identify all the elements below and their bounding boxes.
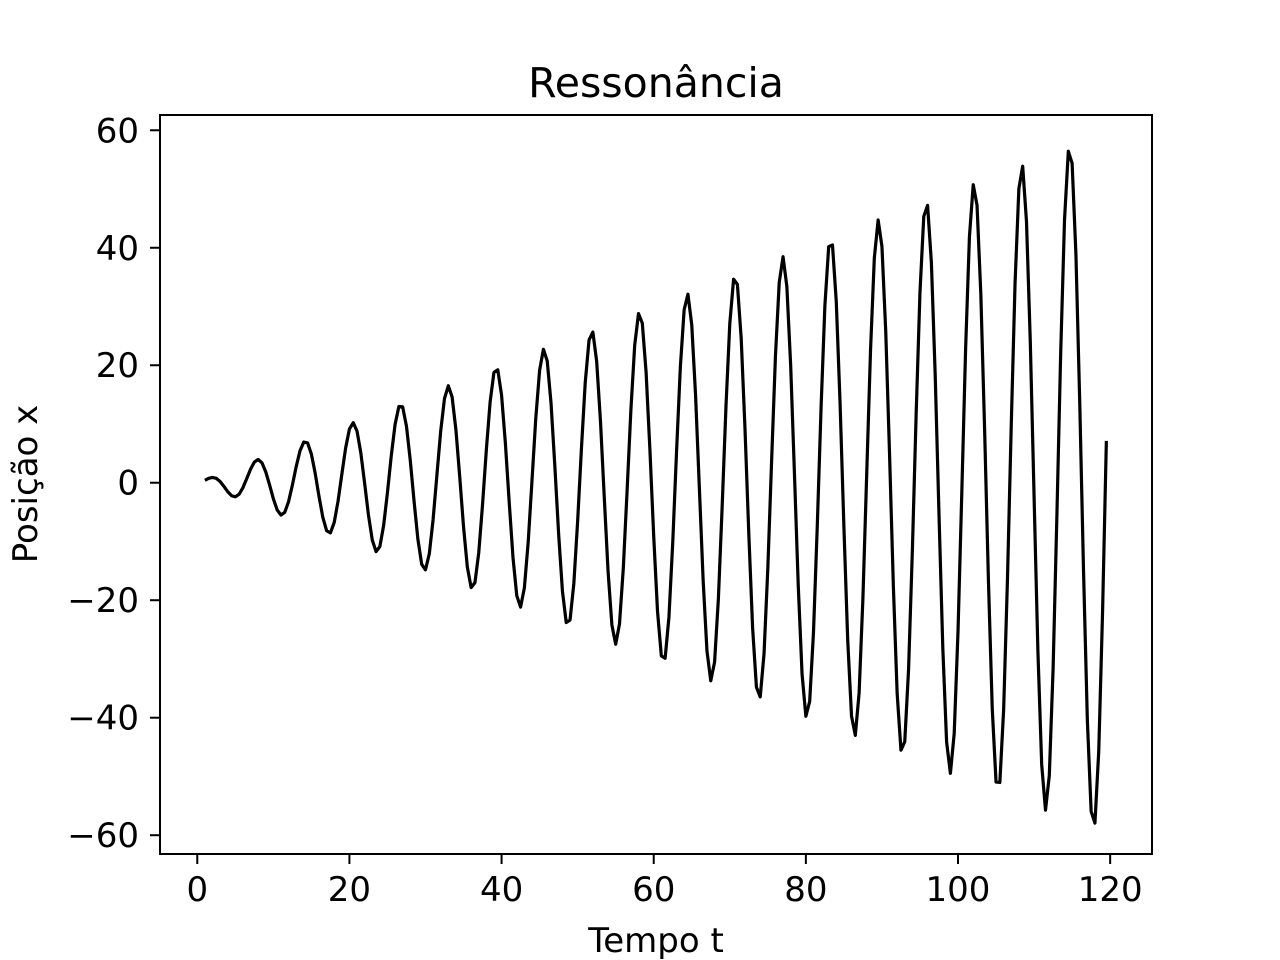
x-tick-label: 40 — [480, 870, 523, 910]
x-tick-label: 20 — [328, 870, 371, 910]
y-tick-label: −60 — [67, 816, 139, 856]
y-tick-label: −20 — [67, 581, 139, 621]
x-tick-label: 60 — [632, 870, 675, 910]
y-tick-label: −40 — [67, 699, 139, 739]
x-axis: 0 20 40 60 80 100 120 — [186, 854, 1143, 910]
chart-title: Ressonância — [528, 59, 784, 107]
x-axis-label: Tempo t — [587, 921, 724, 960]
plot-frame — [159, 114, 1153, 855]
x-tick-label: 80 — [784, 870, 827, 910]
x-tick-label: 0 — [186, 870, 208, 910]
y-tick-label: 0 — [117, 464, 139, 504]
plot-area — [159, 114, 1153, 855]
y-axis: −60 −40 −20 0 20 40 60 — [67, 111, 160, 856]
series-line-0 — [204, 149, 1108, 825]
y-tick-label: 60 — [96, 111, 139, 151]
x-tick-label: 120 — [1078, 870, 1143, 910]
y-axis-label: Posição x — [6, 405, 46, 564]
x-tick-label: 100 — [926, 870, 991, 910]
y-tick-label: 40 — [96, 229, 139, 269]
y-tick-label: 20 — [96, 346, 139, 386]
